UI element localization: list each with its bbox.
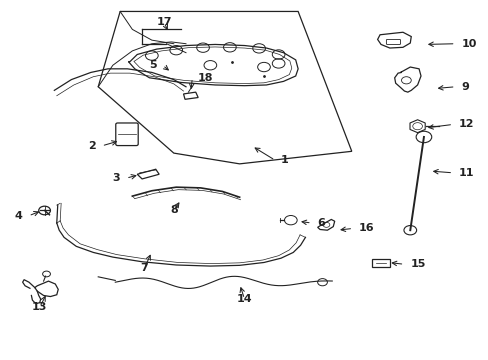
Text: 14: 14 [236, 294, 252, 304]
Text: 11: 11 [458, 168, 473, 178]
Text: 13: 13 [32, 302, 47, 312]
Text: 4: 4 [15, 211, 22, 221]
Text: 2: 2 [88, 141, 96, 151]
Text: 16: 16 [358, 224, 374, 233]
Text: 7: 7 [141, 263, 148, 273]
Text: 8: 8 [169, 206, 177, 216]
Text: 9: 9 [461, 82, 468, 92]
Text: 17: 17 [156, 17, 171, 27]
Text: 18: 18 [198, 73, 213, 83]
Text: 3: 3 [112, 173, 120, 183]
Text: 10: 10 [461, 39, 476, 49]
Text: 1: 1 [281, 155, 288, 165]
Text: 5: 5 [149, 60, 157, 70]
Text: 15: 15 [409, 259, 425, 269]
Text: 6: 6 [317, 218, 325, 228]
Text: 12: 12 [458, 120, 473, 129]
